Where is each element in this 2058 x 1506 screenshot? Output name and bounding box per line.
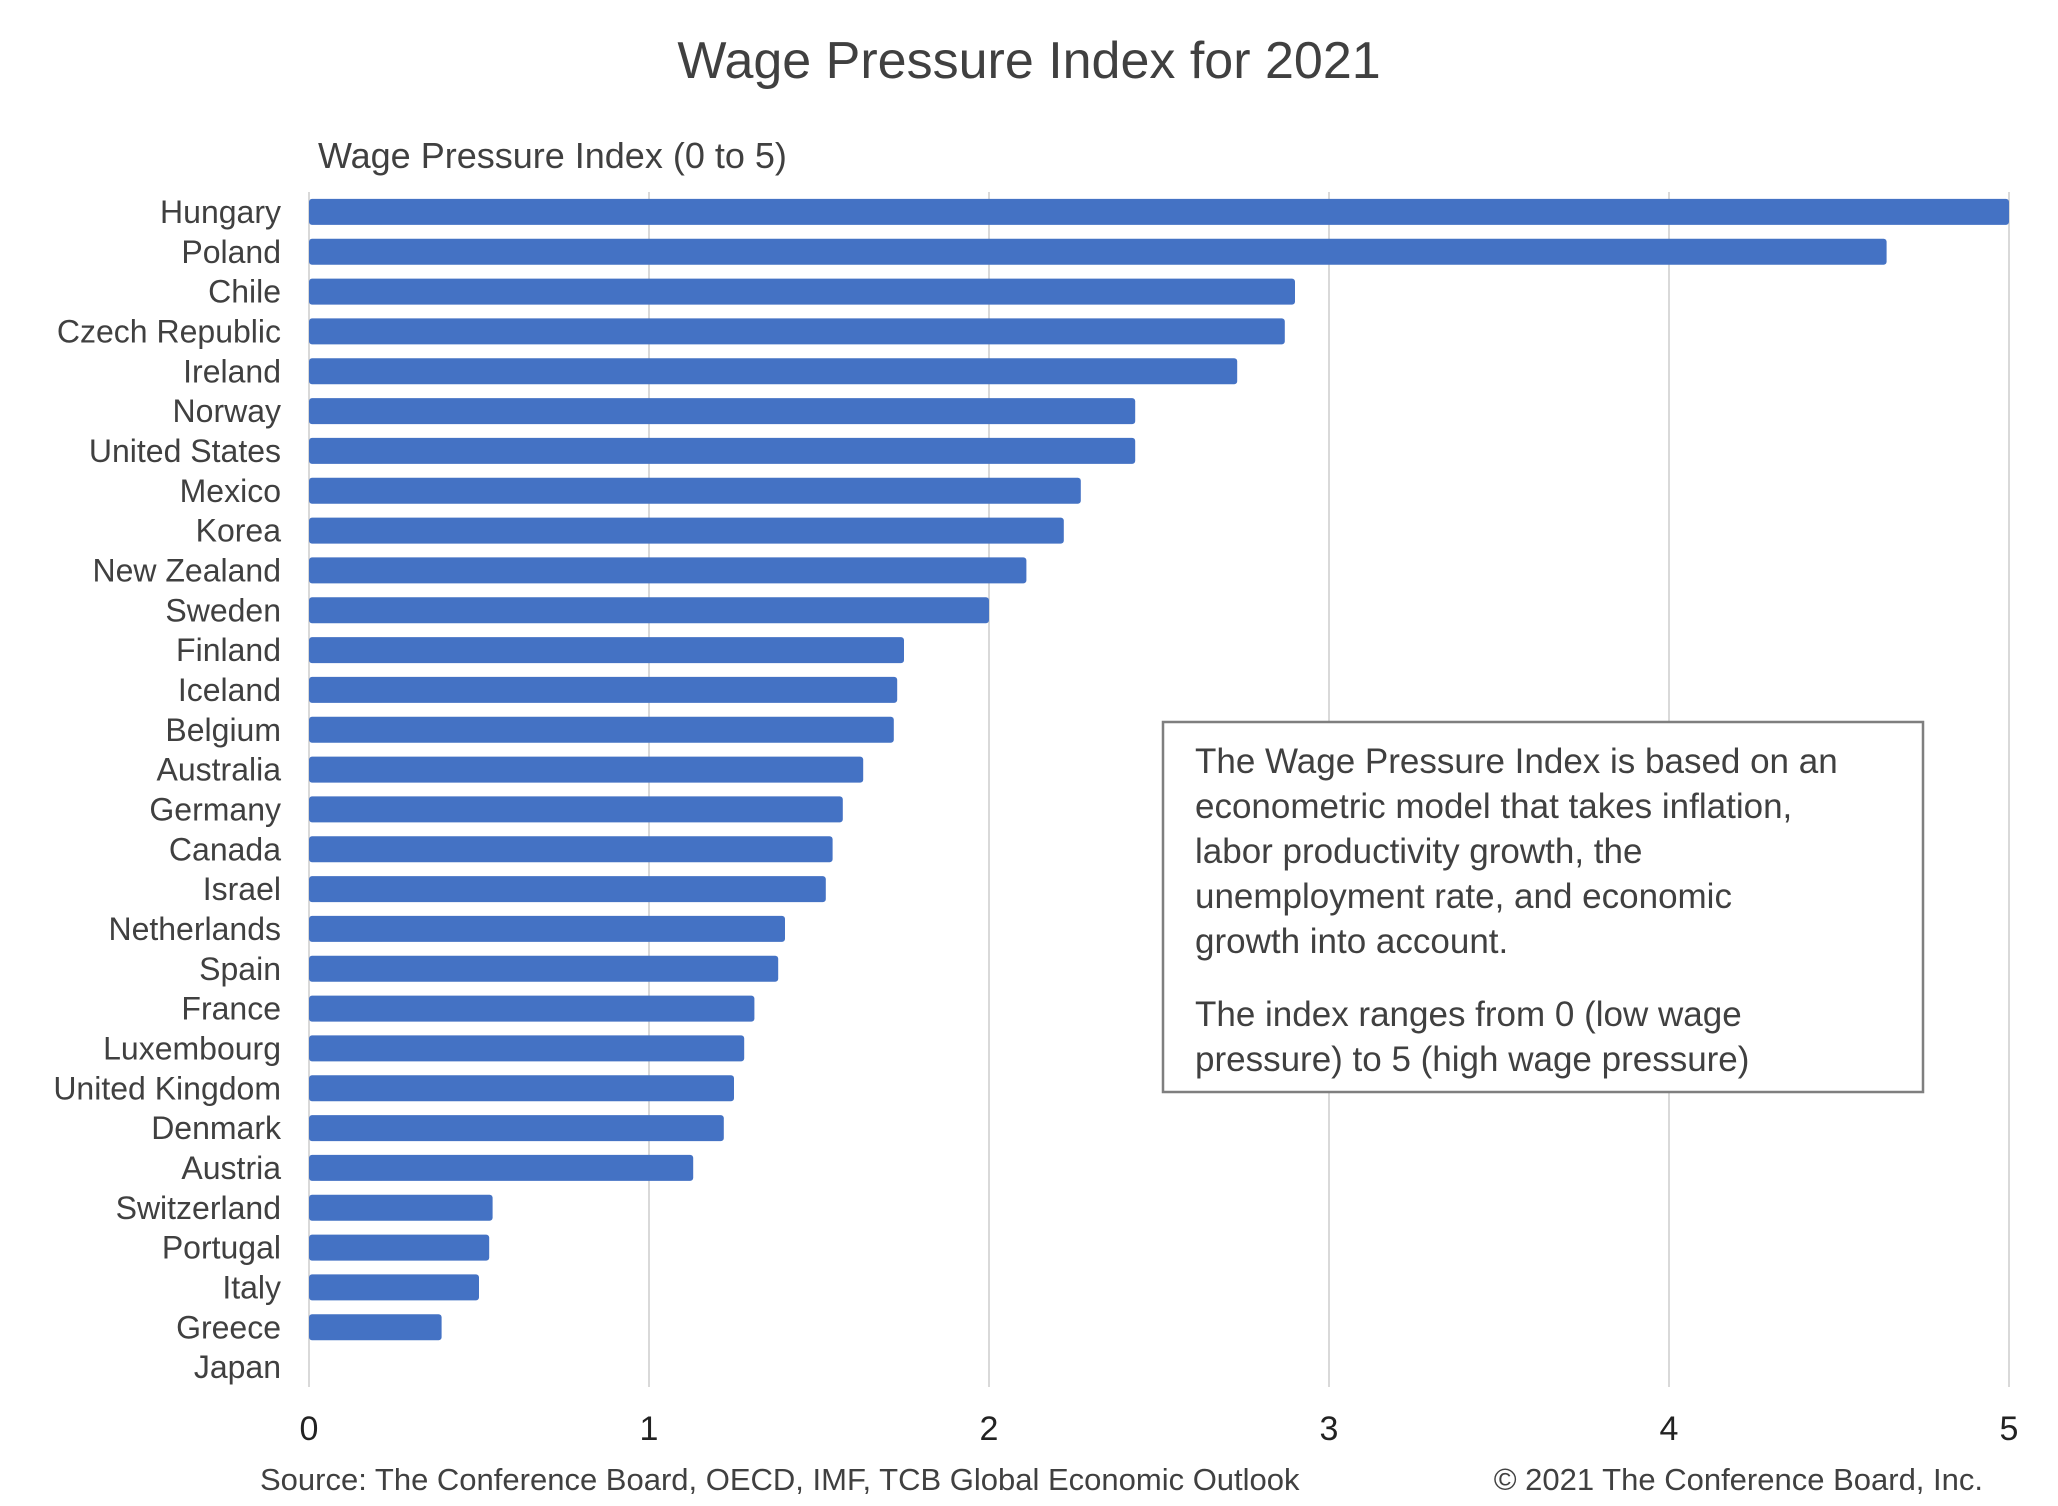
bar-hungary [309,198,2009,225]
category-label: Israel [203,871,281,907]
category-label: Hungary [160,194,281,230]
bar-korea [309,517,1064,544]
bar-ireland [309,358,1238,385]
bars [309,198,2009,1341]
bar-poland [309,238,1887,265]
annotation-box: The Wage Pressure Index is based on an e… [1161,720,1925,1094]
x-tick-label: 5 [2000,1410,2019,1448]
annotation-line: The index ranges from 0 (low wage [1195,995,1742,1034]
bar-chile [309,278,1295,305]
bar-iceland [309,676,898,703]
category-label: Sweden [165,592,281,628]
x-tick-label: 4 [1660,1410,1679,1448]
bar-united-states [309,437,1136,464]
x-tick-label: 3 [1320,1410,1339,1448]
bar-finland [309,637,904,664]
category-label: Belgium [165,712,281,748]
bar-canada [309,836,833,863]
category-label: Switzerland [116,1190,281,1226]
category-label: Greece [176,1309,281,1345]
category-label: Germany [149,791,281,827]
annotation-line: The Wage Pressure Index is based on an [1195,742,1838,781]
category-label: Korea [196,513,282,549]
axis-title: Wage Pressure Index (0 to 5) [318,135,787,176]
bar-new-zealand [309,557,1027,584]
category-label: Poland [181,234,281,270]
category-label: Chile [208,274,281,310]
category-label: Italy [222,1269,281,1305]
category-label: United Kingdom [53,1070,281,1106]
annotation-frame [1161,720,1925,1094]
category-label: Ireland [183,353,281,389]
category-label: Portugal [162,1230,281,1266]
bar-austria [309,1154,694,1181]
category-label: Netherlands [108,911,281,947]
bar-greece [309,1314,442,1341]
category-label: Mexico [180,473,281,509]
annotation-line: unemployment rate, and economic [1195,877,1732,916]
bar-sweden [309,597,989,624]
bar-france [309,995,755,1022]
bar-mexico [309,477,1081,504]
bar-spain [309,955,779,982]
bar-israel [309,876,826,903]
category-label: Norway [173,393,281,429]
source-note: Source: The Conference Board, OECD, IMF,… [260,1462,1300,1497]
category-label: Australia [157,752,282,788]
category-label: Iceland [178,672,281,708]
annotation-line: econometric model that takes inflation, [1195,787,1792,826]
category-label: Austria [181,1150,281,1186]
bar-denmark [309,1115,724,1142]
bar-norway [309,398,1136,425]
bar-portugal [309,1234,490,1261]
category-label: Czech Republic [57,313,281,349]
x-tick-label: 2 [980,1410,999,1448]
annotation-line: growth into account. [1195,922,1508,961]
bar-australia [309,756,864,783]
x-tick-labels: 0 1 2 3 4 5 [300,1410,2019,1448]
bar-germany [309,796,843,823]
category-label: Finland [176,632,281,668]
bar-luxembourg [309,1035,745,1062]
category-label: Luxembourg [103,1030,281,1066]
category-label: United States [89,433,281,469]
bar-czech-republic [309,318,1285,345]
category-label: Spain [199,951,281,987]
bar-united-kingdom [309,1075,734,1102]
category-label: Japan [194,1349,281,1385]
bar-belgium [309,716,894,743]
x-tick-label: 0 [300,1410,319,1448]
category-label: New Zealand [92,552,281,588]
chart-title: Wage Pressure Index for 2021 [677,32,1380,90]
bar-italy [309,1274,479,1301]
annotation-line: pressure) to 5 (high wage pressure) [1195,1040,1749,1079]
bar-netherlands [309,915,785,942]
category-label: France [181,991,281,1027]
bar-switzerland [309,1194,493,1221]
annotation-line: labor productivity growth, the [1195,832,1642,871]
category-label: Canada [169,831,281,867]
category-label: Denmark [151,1110,282,1146]
copyright-note: © 2021 The Conference Board, Inc. [1494,1462,1983,1497]
x-tick-label: 1 [640,1410,659,1448]
